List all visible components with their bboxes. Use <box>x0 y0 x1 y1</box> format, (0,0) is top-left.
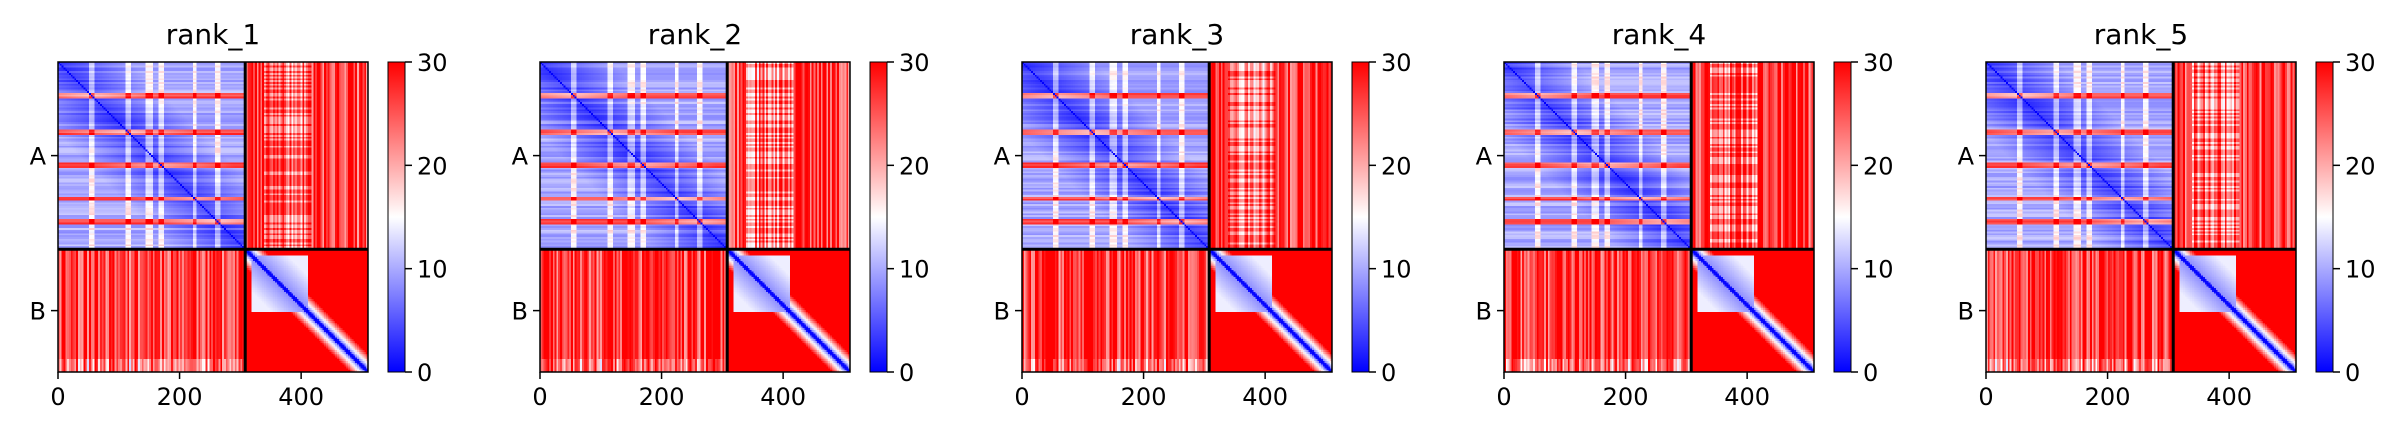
colorbar-tick-label: 30 <box>2345 49 2376 77</box>
chain-label-A: A <box>994 143 1011 171</box>
chain-label-B: B <box>512 298 528 326</box>
colorbar <box>869 61 888 373</box>
x-tick-label: 400 <box>2206 383 2252 411</box>
pae-heatmap <box>58 62 368 372</box>
chain-label-A: A <box>1958 143 1975 171</box>
x-tick-label: 400 <box>760 383 806 411</box>
x-tick-label: 200 <box>1121 383 1167 411</box>
colorbar-tick-label: 10 <box>899 256 930 284</box>
colorbar-tick-label: 20 <box>1863 152 1894 180</box>
x-tick-label: 400 <box>1724 383 1770 411</box>
colorbar <box>1351 61 1370 373</box>
x-tick-label: 400 <box>278 383 324 411</box>
chain-label-A: A <box>512 143 529 171</box>
panel-rank_5: rank_5 A B 0 200 400 0 10 20 30 <box>1958 18 2376 411</box>
colorbar-tick-label: 20 <box>899 152 930 180</box>
x-tick-label: 0 <box>1978 383 1993 411</box>
colorbar-tick-label: 20 <box>417 152 448 180</box>
heatmap-frame <box>1021 61 1333 373</box>
panel-rank_4: rank_4 A B 0 200 400 0 10 20 30 <box>1476 18 1894 411</box>
colorbar-tick-label: 30 <box>417 49 448 77</box>
colorbar-tick-label: 10 <box>1863 256 1894 284</box>
colorbar-tick-label: 0 <box>417 359 432 387</box>
pae-heatmap <box>1504 62 1814 372</box>
panel-title: rank_1 <box>166 18 260 51</box>
colorbar-tick-label: 0 <box>1381 359 1396 387</box>
chain-label-A: A <box>1476 143 1493 171</box>
x-tick-label: 0 <box>1014 383 1029 411</box>
pae-heatmap <box>540 62 850 372</box>
heatmap-frame <box>1985 61 2297 373</box>
x-tick-label: 0 <box>532 383 547 411</box>
heatmap-frame <box>1503 61 1815 373</box>
colorbar-tick-label: 10 <box>417 256 448 284</box>
panel-rank_1: rank_1 A B 0 200 400 0 10 20 30 <box>30 18 448 411</box>
pae-heatmap <box>1022 62 1332 372</box>
panel-title: rank_2 <box>648 18 742 51</box>
colorbar <box>1833 61 1852 373</box>
panel-title: rank_5 <box>2094 18 2188 51</box>
heatmap-frame <box>57 61 369 373</box>
chain-label-B: B <box>30 298 46 326</box>
colorbar <box>2315 61 2334 373</box>
x-tick-label: 400 <box>1242 383 1288 411</box>
chain-label-B: B <box>1958 298 1974 326</box>
pae-heatmap <box>1986 62 2296 372</box>
colorbar-tick-label: 20 <box>2345 152 2376 180</box>
panel-rank_2: rank_2 A B 0 200 400 0 10 20 30 <box>512 18 930 411</box>
x-tick-label: 200 <box>2085 383 2131 411</box>
x-tick-label: 200 <box>1603 383 1649 411</box>
chain-label-B: B <box>1476 298 1492 326</box>
colorbar-tick-label: 20 <box>1381 152 1412 180</box>
chain-label-A: A <box>30 143 47 171</box>
colorbar-tick-label: 30 <box>899 49 930 77</box>
colorbar-tick-label: 0 <box>899 359 914 387</box>
x-tick-label: 0 <box>50 383 65 411</box>
colorbar-tick-label: 10 <box>2345 256 2376 284</box>
heatmap-frame <box>539 61 851 373</box>
colorbar <box>387 61 406 373</box>
panel-title: rank_3 <box>1130 18 1224 51</box>
x-tick-label: 200 <box>157 383 203 411</box>
chain-label-B: B <box>994 298 1010 326</box>
colorbar-tick-label: 0 <box>1863 359 1878 387</box>
colorbar-tick-label: 0 <box>2345 359 2360 387</box>
colorbar-tick-label: 10 <box>1381 256 1412 284</box>
x-tick-label: 200 <box>639 383 685 411</box>
panel-title: rank_4 <box>1612 18 1706 51</box>
colorbar-tick-label: 30 <box>1863 49 1894 77</box>
x-tick-label: 0 <box>1496 383 1511 411</box>
panel-rank_3: rank_3 A B 0 200 400 0 10 20 30 <box>994 18 1412 411</box>
colorbar-tick-label: 30 <box>1381 49 1412 77</box>
